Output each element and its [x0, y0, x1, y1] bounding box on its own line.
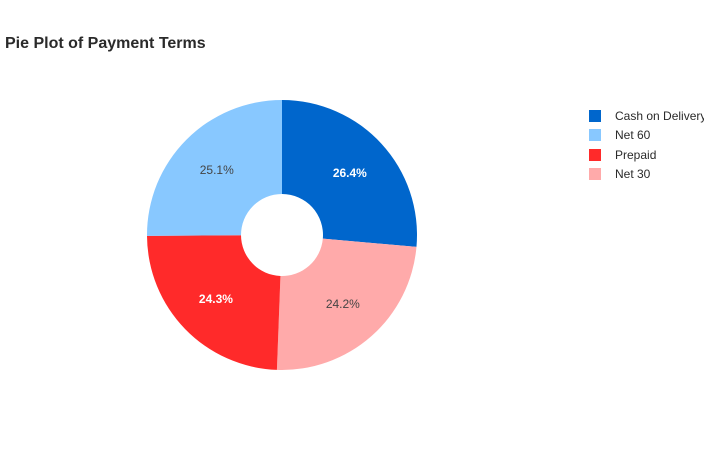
chart-title: Pie Plot of Payment Terms [5, 35, 206, 52]
donut-slice-labels: 26.4% 24.2% 24.3% 25.1% [199, 163, 367, 311]
slice-cash-on-delivery[interactable] [282, 100, 417, 247]
legend-label: Net 60 [615, 128, 651, 143]
legend-label: Net 30 [615, 167, 651, 182]
slice-label-cash-on-delivery: 26.4% [333, 166, 367, 180]
slice-net-60[interactable] [147, 100, 282, 236]
legend-item-prepaid[interactable]: Prepaid [589, 145, 704, 165]
chart-legend: Cash on Delivery Net 60 Prepaid Net 30 [589, 106, 704, 184]
legend-item-cash-on-delivery[interactable]: Cash on Delivery [589, 106, 704, 126]
legend-swatch [589, 148, 601, 161]
slice-prepaid[interactable] [147, 235, 281, 370]
legend-item-net-30[interactable]: Net 30 [589, 165, 704, 185]
slice-net-30[interactable] [276, 238, 417, 371]
slice-label-net-60: 25.1% [200, 163, 234, 177]
donut-slices [147, 100, 417, 371]
slice-label-net-30: 24.2% [326, 297, 360, 311]
legend-swatch [589, 109, 601, 122]
legend-item-net-60[interactable]: Net 60 [589, 126, 704, 146]
legend-label: Prepaid [615, 147, 657, 162]
legend-swatch [589, 168, 601, 181]
slice-label-prepaid: 24.3% [199, 292, 233, 306]
legend-label: Cash on Delivery [615, 108, 704, 123]
legend-swatch [589, 129, 601, 142]
